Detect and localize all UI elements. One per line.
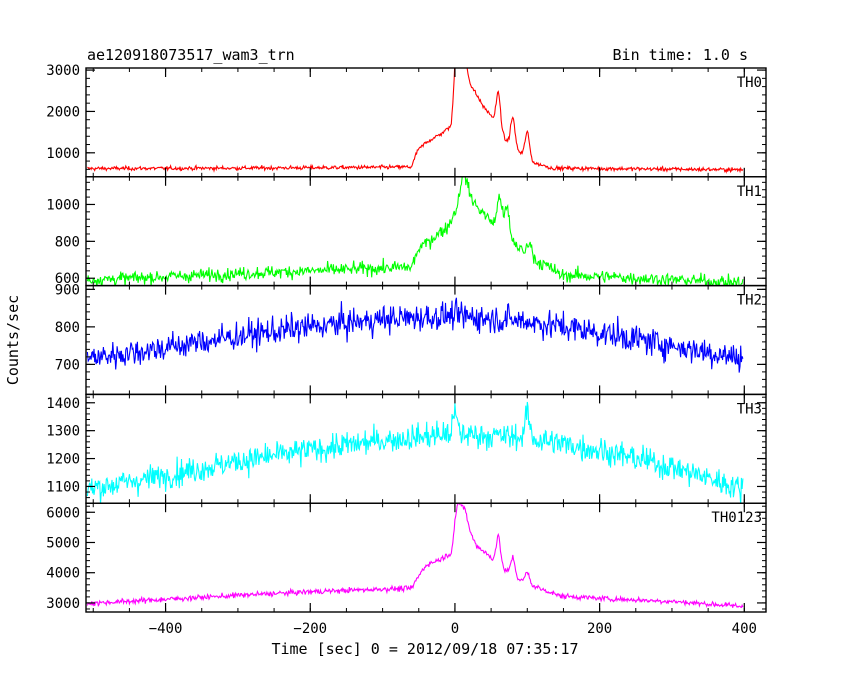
y-axis-label: Counts/sec [4,295,22,385]
light-curve-th1 [86,176,744,286]
y-tick-label: 1200 [46,452,80,468]
y-tick-label: 1000 [46,197,80,213]
light-curve-th2 [86,297,744,373]
light-curve-th0 [87,68,744,174]
panel-frame [85,67,767,178]
panel-name-th1: TH1 [737,184,762,200]
y-tick-label: 900 [55,282,80,298]
panel-name-th0: TH0 [737,75,762,91]
y-tick-label: 800 [55,320,80,336]
y-tick-label: 6000 [46,505,80,521]
y-tick-label: 1300 [46,424,80,440]
panel-frame [85,284,767,396]
panel-frame [85,176,767,287]
x-tick-label: 400 [732,621,757,637]
panel-th0123: 3000 4000 5000 6000 TH0123 [46,502,767,613]
chart-title: ae120918073517_wam3_trn [87,46,295,64]
y-tick-label: 1100 [46,479,80,495]
panel-name-th2: TH2 [737,293,762,309]
x-tick-label: −400 [149,621,183,637]
panel-frame [85,393,767,504]
x-axis-label: Time [sec] 0 = 2012/09/18 07:35:17 [271,640,578,658]
y-tick-label: 700 [55,357,80,373]
y-tick-label: 3000 [46,596,80,612]
x-tick-label: −200 [293,621,327,637]
panels-group: 1000 2000 3000 TH0 600 800 1000 TH1 700 800 900 TH2… [46,63,767,613]
panel-frame [85,502,767,613]
y-tick-label: 600 [55,271,80,287]
x-tick-label: 200 [587,621,612,637]
y-tick-label: 1000 [46,146,80,162]
panel-name-th3: TH3 [737,401,762,417]
panel-name-th0123: TH0123 [711,510,762,526]
panel-th1: 600 800 1000 TH1 [46,176,767,287]
y-tick-label: 2000 [46,104,80,120]
y-tick-label: 3000 [46,63,80,79]
light-curve-th0123 [86,503,744,609]
bin-time-label: Bin time: 1.0 s [613,46,748,64]
light-curve-th3 [86,401,744,504]
x-axis: −400 −200 0 200 400 [149,621,757,637]
y-tick-label: 5000 [46,535,80,551]
panel-th2: 700 800 900 TH2 [55,282,767,396]
x-tick-label: 0 [451,621,459,637]
y-tick-label: 1400 [46,396,80,412]
y-tick-label: 4000 [46,566,80,582]
y-tick-label: 800 [55,234,80,250]
panel-th3: 1100 1200 1300 1400 TH3 [46,393,767,504]
